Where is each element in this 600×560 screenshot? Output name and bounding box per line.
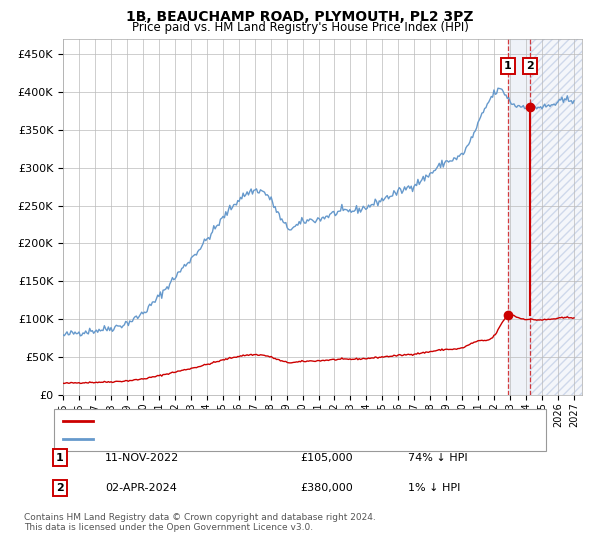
Text: 1: 1 bbox=[504, 61, 512, 71]
Bar bbox=[508, 39, 530, 395]
Text: 74% ↓ HPI: 74% ↓ HPI bbox=[408, 452, 467, 463]
Text: 1% ↓ HPI: 1% ↓ HPI bbox=[408, 483, 460, 493]
Text: This data is licensed under the Open Government Licence v3.0.: This data is licensed under the Open Gov… bbox=[24, 523, 313, 532]
Text: 1B, BEAUCHAMP ROAD, PLYMOUTH, PL2 3PZ: 1B, BEAUCHAMP ROAD, PLYMOUTH, PL2 3PZ bbox=[126, 10, 474, 24]
Text: 1: 1 bbox=[56, 452, 64, 463]
Text: 1B, BEAUCHAMP ROAD, PLYMOUTH, PL2 3PZ (detached house): 1B, BEAUCHAMP ROAD, PLYMOUTH, PL2 3PZ (d… bbox=[99, 416, 424, 426]
Text: 02-APR-2024: 02-APR-2024 bbox=[105, 483, 177, 493]
Text: Price paid vs. HM Land Registry's House Price Index (HPI): Price paid vs. HM Land Registry's House … bbox=[131, 21, 469, 34]
Text: 11-NOV-2022: 11-NOV-2022 bbox=[105, 452, 179, 463]
Text: £105,000: £105,000 bbox=[300, 452, 353, 463]
Bar bbox=[530, 39, 582, 395]
Text: Contains HM Land Registry data © Crown copyright and database right 2024.: Contains HM Land Registry data © Crown c… bbox=[24, 513, 376, 522]
Text: HPI: Average price, detached house, City of Plymouth: HPI: Average price, detached house, City… bbox=[99, 434, 379, 444]
Text: £380,000: £380,000 bbox=[300, 483, 353, 493]
Bar bbox=[530, 39, 582, 395]
Text: 2: 2 bbox=[56, 483, 64, 493]
Text: 2: 2 bbox=[526, 61, 534, 71]
